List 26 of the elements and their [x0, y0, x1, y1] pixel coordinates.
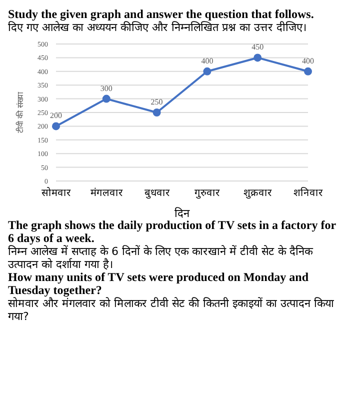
- point: [152, 108, 161, 116]
- x-tick-label: मंगलवार: [90, 187, 124, 200]
- x-axis-title: दिन: [174, 207, 190, 220]
- text: सोमवार और मंगलवार को मिलाकर टीवी सेट की कितनी इकाइयों का उत्पादन किया गया?: [8, 297, 335, 323]
- data-label: 450: [252, 42, 264, 52]
- text: निम्न आलेख में सप्ताह के 6 दिनों के लिए एक कारखाने में टीवी सेट के दैनिक उत्पादन को दर्शाया गया है।: [8, 245, 314, 271]
- text: How many units of TV sets were produced on Monday and Tuesday together?: [8, 270, 310, 297]
- data-label: 400: [302, 56, 314, 66]
- x-tick-label: गुरुवार: [194, 188, 221, 200]
- data-label: 250: [150, 98, 163, 106]
- x-tick-label: बुधवार: [144, 188, 170, 200]
- point: [52, 122, 60, 130]
- x-tick-label: सोमवार: [42, 187, 72, 200]
- data-label: 300: [100, 84, 112, 93]
- x-tick-label: शनिवार: [294, 187, 324, 200]
- y-axis-title: टीवी की संख्या: [14, 90, 25, 134]
- point: [102, 94, 110, 103]
- text: The graph shows the daily production of TV sets in a factory for 6 days of a week.: [8, 218, 337, 245]
- chart-subtitle: दिए गए आलेख का अध्ययन कीजिए और निम्नलिखित प्रश्न का उत्तर दीजिए।: [8, 21, 308, 34]
- point: [203, 67, 212, 76]
- point: [304, 67, 312, 76]
- chart-title: Study the given graph and answer the question that follows.: [8, 7, 315, 21]
- data-label: 400: [201, 56, 214, 66]
- x-tick-label: शुक्रवार: [244, 188, 273, 200]
- point: [254, 54, 262, 62]
- data-label: 200: [50, 111, 62, 120]
